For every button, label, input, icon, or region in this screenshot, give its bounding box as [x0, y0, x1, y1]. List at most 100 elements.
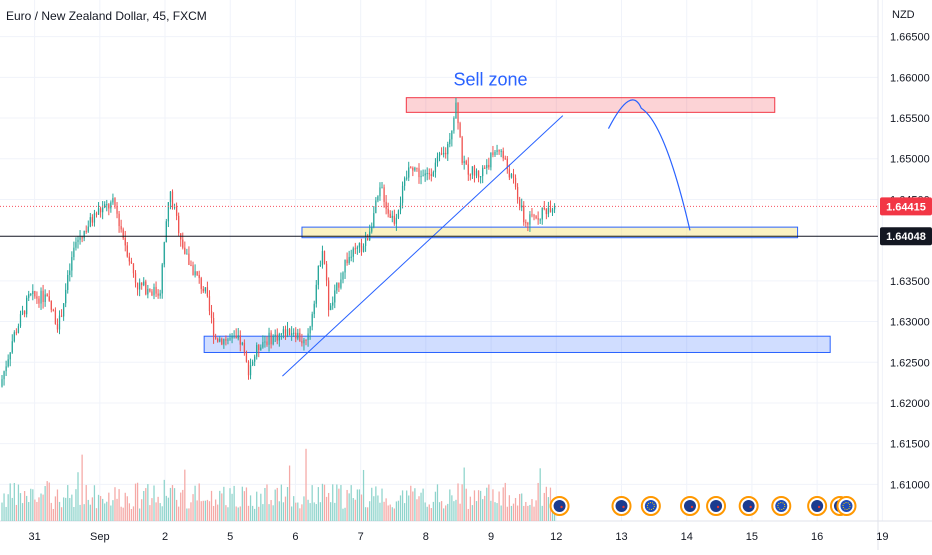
- candle-body: [143, 281, 145, 286]
- price-axis[interactable]: 1.665001.660001.655001.650001.645001.635…: [890, 32, 930, 492]
- volume-bar: [188, 508, 190, 521]
- volume-bar: [52, 508, 54, 521]
- candle-body: [473, 166, 476, 176]
- candle-body: [412, 167, 414, 171]
- volume-bar: [239, 506, 241, 521]
- volume-bar: [311, 485, 313, 521]
- candle-body: [151, 291, 153, 296]
- volume-bar: [210, 490, 213, 521]
- candle-body: [217, 338, 219, 342]
- candle-body: [406, 177, 408, 179]
- time-tick-label: 14: [681, 531, 693, 543]
- candle-body: [196, 271, 198, 276]
- candle-body: [231, 335, 233, 339]
- volume-bar: [134, 483, 137, 521]
- candle-body: [42, 290, 44, 303]
- volume-bar: [102, 498, 104, 521]
- candle-body: [13, 332, 15, 342]
- candle-body: [471, 166, 474, 175]
- candle-body: [62, 303, 65, 317]
- candle-body: [7, 359, 9, 367]
- candle-body: [453, 118, 455, 131]
- volume-bar: [116, 498, 118, 521]
- candle-body: [200, 278, 202, 289]
- candle-body: [519, 199, 521, 208]
- candle-body: [338, 282, 340, 288]
- volume-bar: [249, 495, 252, 521]
- volume-bar: [15, 504, 18, 521]
- volume-bar: [67, 485, 69, 521]
- volume-bar: [254, 508, 256, 521]
- volume-bar: [167, 497, 170, 521]
- candle-body: [463, 161, 465, 163]
- candle-body: [221, 338, 223, 345]
- volume-bar: [145, 488, 147, 521]
- candle-body: [482, 167, 484, 177]
- candle-body: [469, 174, 471, 176]
- volume-bar: [496, 503, 498, 521]
- volume-bar: [459, 503, 461, 521]
- volume-bar: [192, 494, 194, 521]
- candle-body: [389, 213, 391, 218]
- candle-body: [138, 282, 141, 290]
- candle-body: [381, 187, 383, 189]
- candle-body: [163, 242, 165, 265]
- volume-bar: [461, 484, 463, 521]
- volume-bar: [545, 486, 547, 521]
- candle-body: [212, 318, 215, 337]
- candle-body: [498, 150, 500, 152]
- candle-body: [264, 341, 266, 343]
- candle-body: [145, 281, 147, 295]
- candle-body: [340, 279, 342, 288]
- volume-bar: [178, 506, 180, 521]
- volume-bar: [274, 489, 276, 521]
- volume-bar: [327, 492, 330, 521]
- candle-body: [118, 213, 120, 227]
- candle-body: [256, 345, 258, 357]
- candle-body: [30, 293, 32, 295]
- candle-body: [395, 217, 398, 224]
- candle-body: [311, 314, 313, 327]
- volume-bar: [399, 495, 402, 521]
- volume-bar: [330, 502, 332, 521]
- volume-bar: [126, 496, 128, 521]
- candle-body: [128, 256, 130, 262]
- volume-bar: [325, 496, 328, 521]
- volume-bar: [124, 492, 126, 521]
- candle-body: [525, 222, 527, 224]
- time-axis[interactable]: 31 Sep 2 5 6 7 8 9 12 13 14 15 16 19: [28, 531, 888, 543]
- volume-bar: [428, 504, 430, 521]
- candle-body: [44, 294, 46, 303]
- candle-body: [399, 202, 402, 211]
- candle-body: [492, 152, 494, 155]
- candle-body: [512, 174, 515, 178]
- time-tick-label: 31: [28, 531, 40, 543]
- volume-bar: [527, 505, 529, 521]
- volume-bar: [260, 493, 262, 521]
- volume-bar: [479, 490, 482, 521]
- volume-bar: [403, 503, 406, 521]
- volume-bar: [95, 508, 98, 521]
- candle-body: [486, 164, 488, 169]
- volume-bar: [118, 489, 120, 521]
- volume-bar: [194, 485, 196, 521]
- mid-zone: [301, 226, 799, 239]
- volume-bar: [132, 506, 135, 521]
- volume-bar: [381, 488, 383, 521]
- candle-body: [75, 242, 77, 248]
- candle-body: [443, 152, 445, 155]
- volume-bar: [251, 505, 254, 521]
- volume-bar: [280, 484, 283, 521]
- candle-body: [523, 205, 525, 223]
- volume-bar: [531, 499, 533, 521]
- candle-body: [104, 204, 106, 208]
- candle-body: [356, 247, 359, 249]
- nz-flag-icon: [710, 500, 723, 512]
- volume-bar: [151, 498, 153, 521]
- candle-body: [95, 213, 98, 215]
- flag-star: [560, 505, 563, 509]
- volume-bar: [93, 485, 96, 521]
- time-tick-label: 8: [423, 531, 429, 543]
